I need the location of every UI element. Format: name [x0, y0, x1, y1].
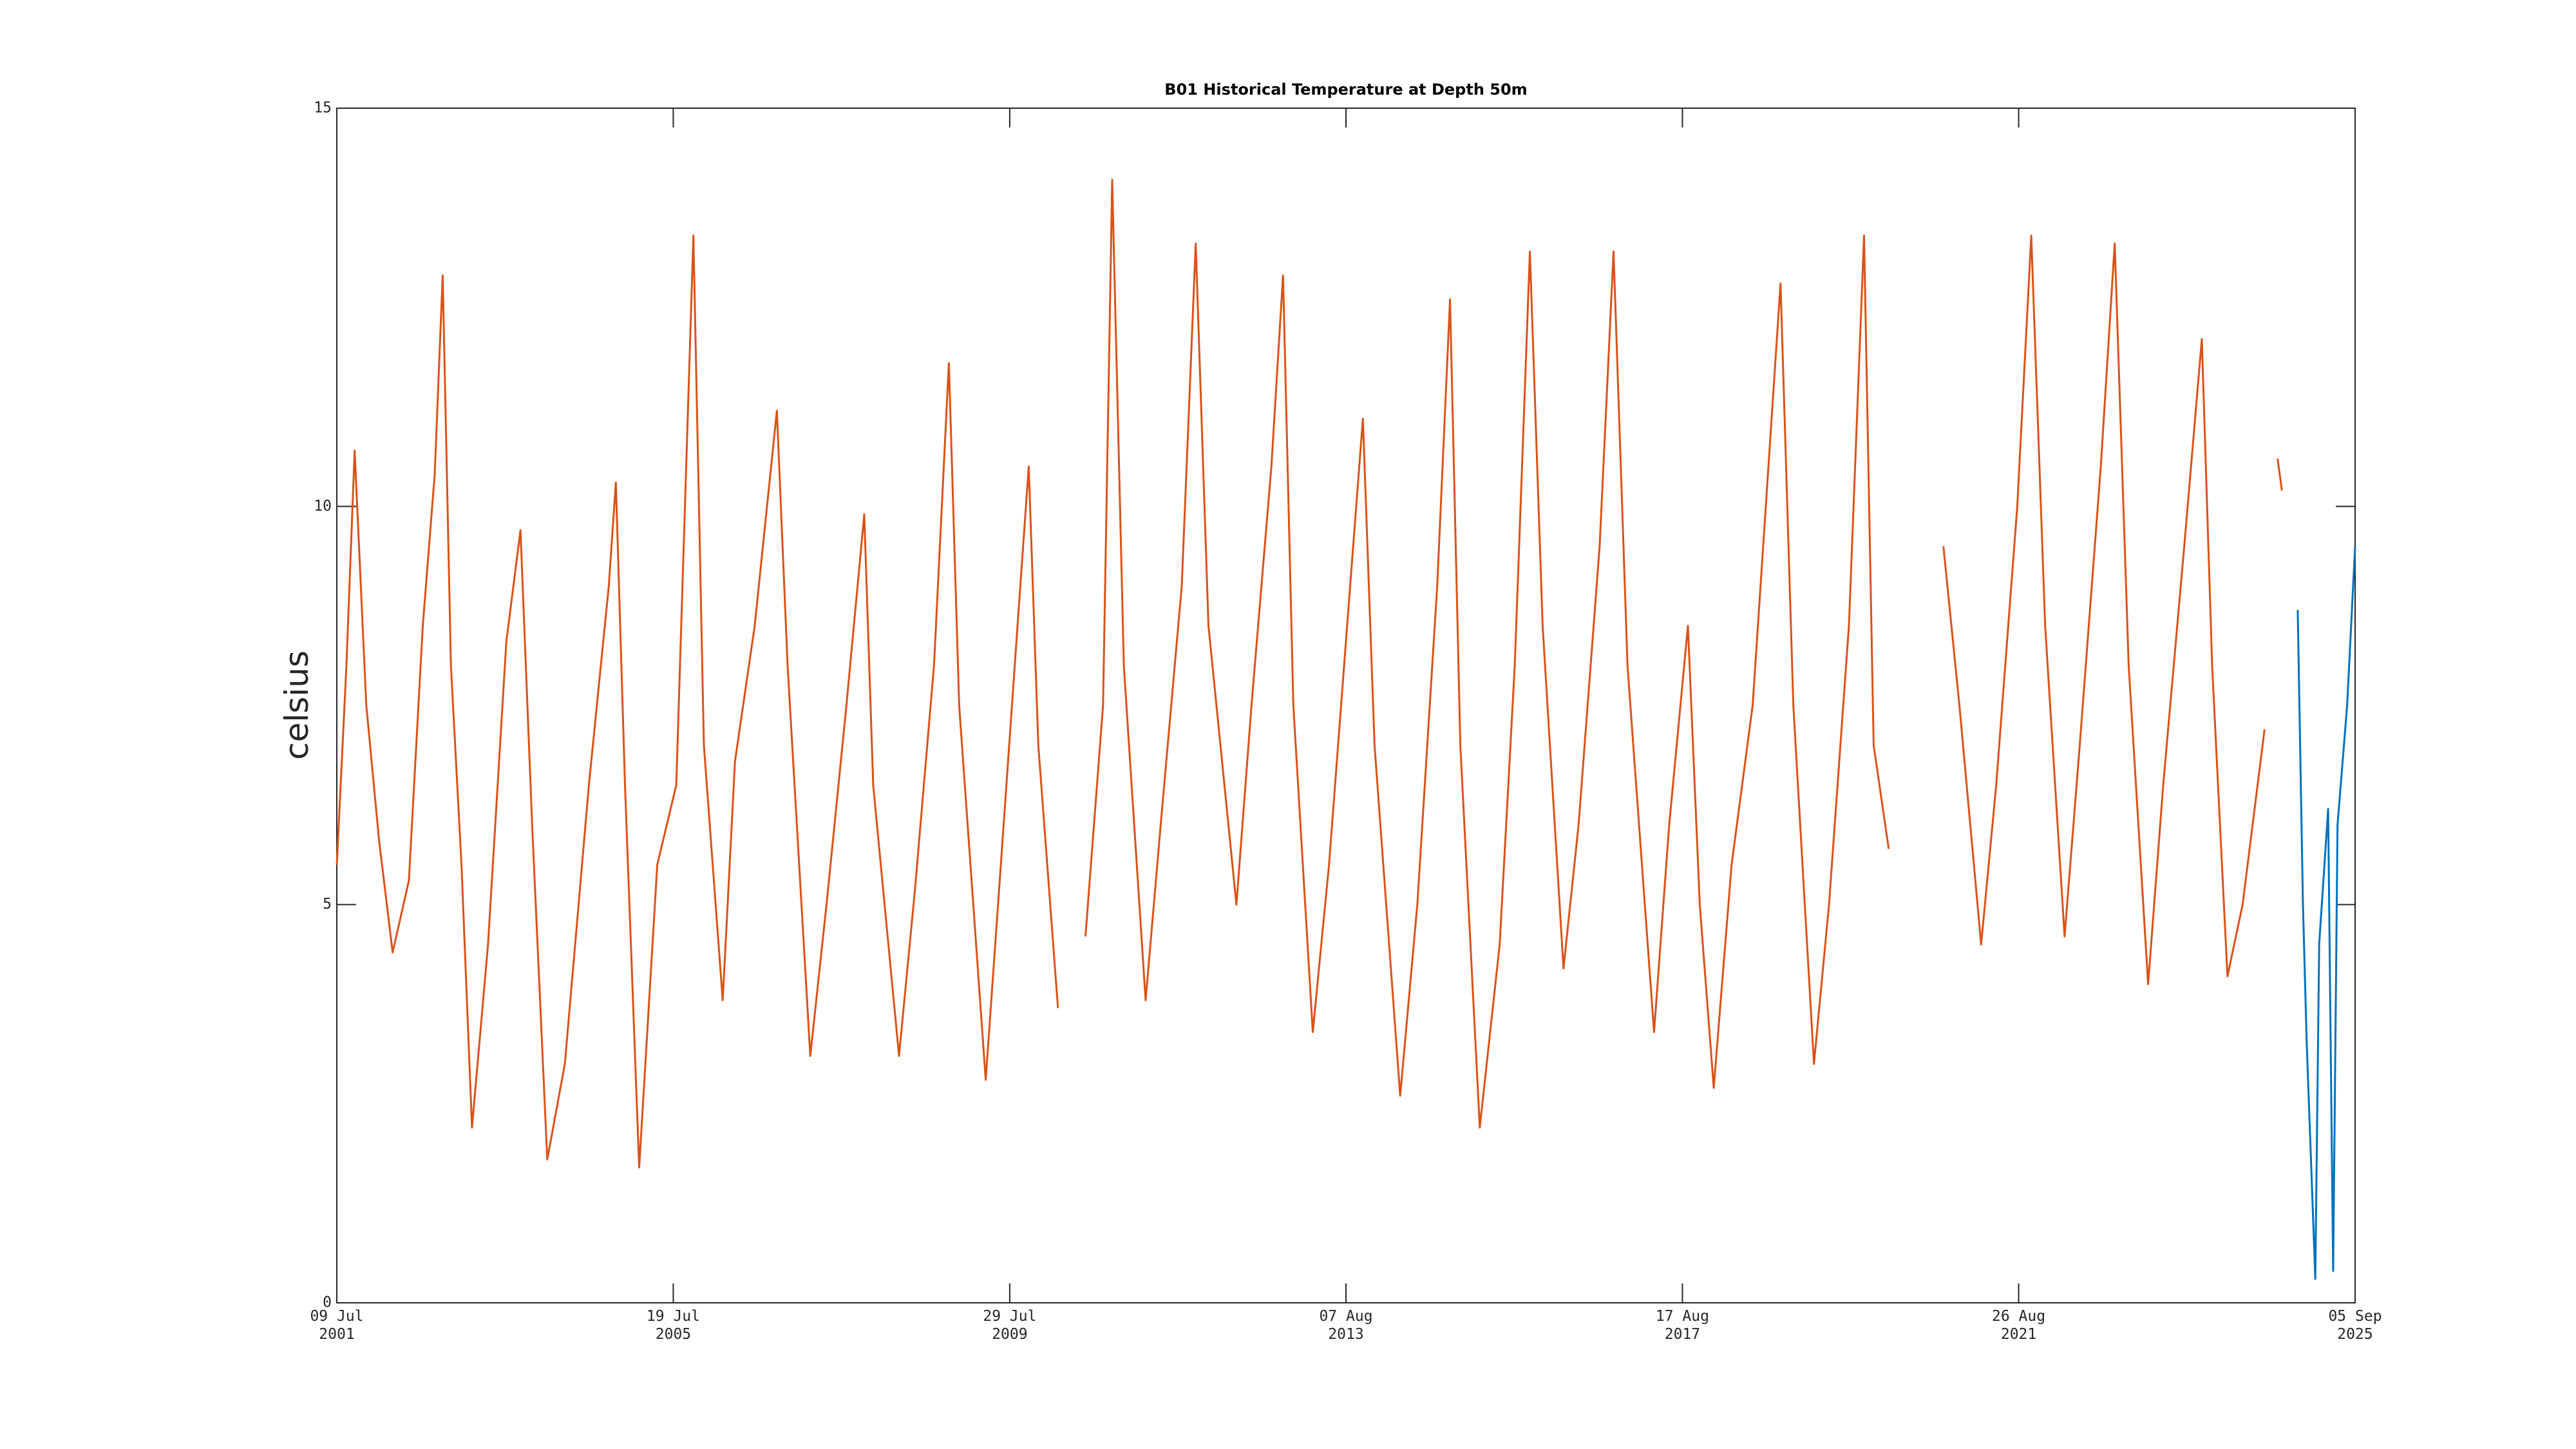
- x-tick-label: 17 Aug: [1656, 1308, 1709, 1325]
- x-tick-label: 2017: [1665, 1326, 1700, 1343]
- x-tick-label: 19 Jul: [647, 1308, 700, 1325]
- x-tick-label: 09 Jul: [310, 1308, 363, 1325]
- y-tick-label: 0: [323, 1294, 332, 1311]
- x-tick-label: 2009: [992, 1326, 1027, 1343]
- y-tick-label: 10: [314, 498, 332, 515]
- x-tick-label: 2001: [319, 1326, 354, 1343]
- x-tick-label: 05 Sep: [2328, 1308, 2382, 1325]
- x-tick-label: 29 Jul: [983, 1308, 1036, 1325]
- x-tick-label: 07 Aug: [1319, 1308, 1372, 1325]
- x-tick-label: 26 Aug: [1992, 1308, 2045, 1325]
- x-tick-label: 2005: [656, 1326, 691, 1343]
- y-tick-label: 15: [314, 100, 332, 117]
- series-line: [2297, 546, 2356, 1280]
- x-tick-label: 2013: [1328, 1326, 1363, 1343]
- y-axis-label: celsius: [278, 650, 316, 760]
- chart-title: B01 Historical Temperature at Depth 50m: [1164, 80, 1527, 99]
- x-tick-label: 2021: [2001, 1326, 2036, 1343]
- series-line: [336, 178, 2283, 1169]
- x-tick-label: 2025: [2337, 1326, 2372, 1343]
- y-tick-label: 5: [323, 896, 332, 913]
